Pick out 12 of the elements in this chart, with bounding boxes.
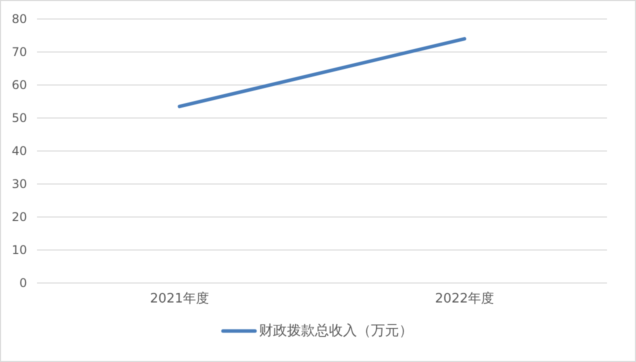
- y-tick-label: 10: [12, 243, 27, 257]
- y-tick-label: 30: [12, 177, 27, 191]
- y-tick-label: 60: [12, 78, 27, 92]
- x-tick-label: 2021年度: [150, 290, 210, 306]
- x-tick-label: 2022年度: [434, 290, 494, 306]
- y-tick-label: 20: [12, 210, 27, 224]
- y-tick-label: 0: [19, 276, 27, 290]
- y-tick-label: 50: [12, 111, 27, 125]
- legend-label: 财政拨款总收入（万元）: [259, 323, 413, 339]
- y-tick-label: 40: [12, 144, 27, 158]
- y-tick-label: 70: [12, 45, 27, 59]
- y-tick-label: 80: [12, 12, 27, 26]
